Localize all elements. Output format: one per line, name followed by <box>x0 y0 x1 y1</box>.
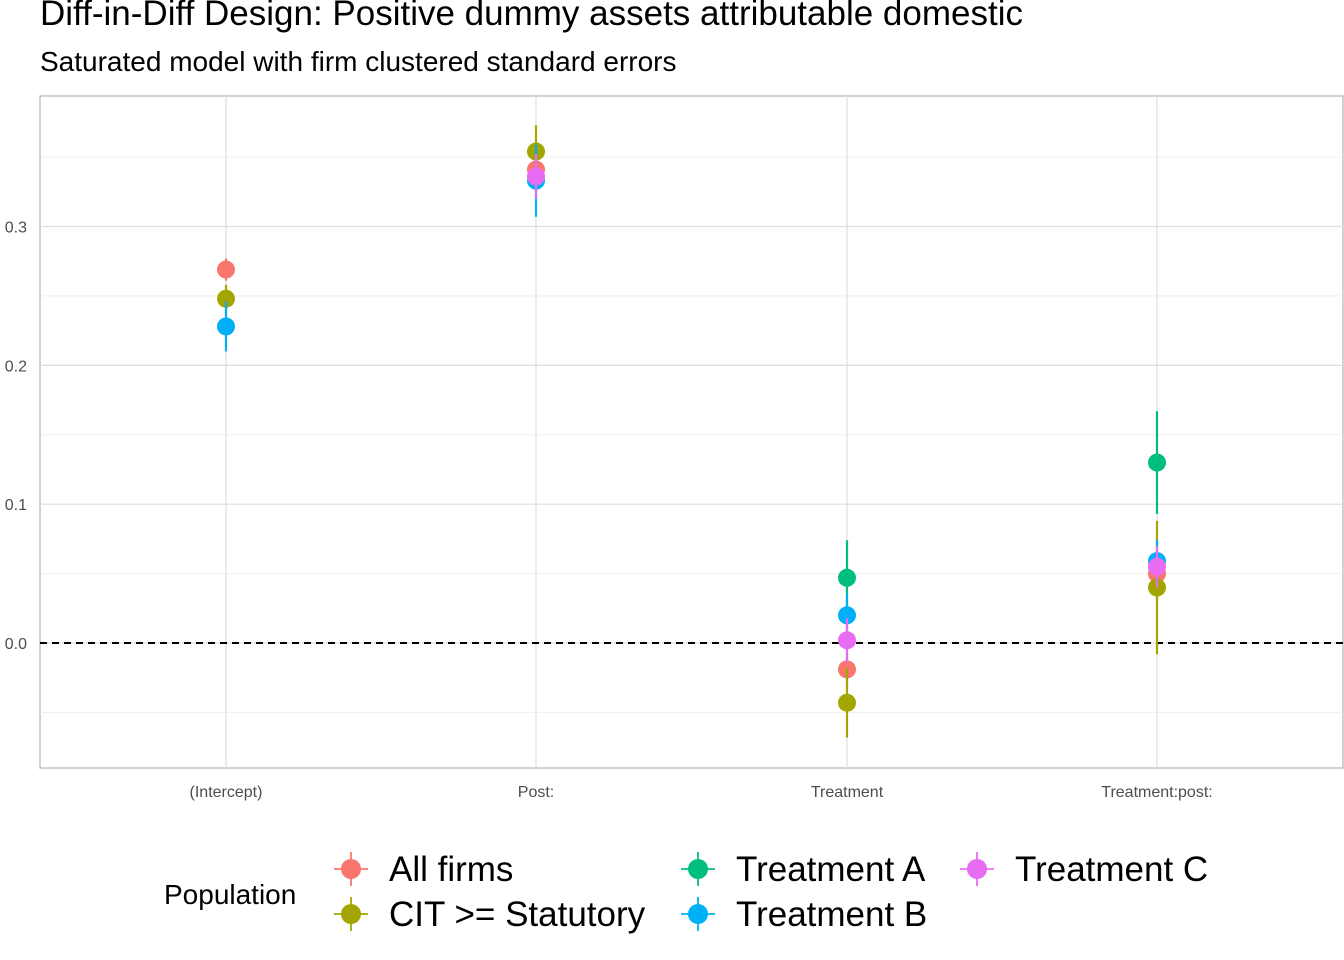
data-point <box>1148 453 1166 472</box>
legend-key-point <box>341 859 361 879</box>
y-tick-label: 0.3 <box>5 220 27 237</box>
legend-item: Treatment C <box>960 850 1208 889</box>
data-point <box>838 631 856 650</box>
x-tick-label: Post: <box>518 784 554 801</box>
chart-title: Diff-in-Diff Design: Positive dummy asse… <box>40 0 1023 33</box>
data-point <box>838 693 856 712</box>
data-point <box>838 568 856 587</box>
x-tick-label: (Intercept) <box>190 784 263 801</box>
y-tick-label: 0.2 <box>5 358 27 375</box>
legend-key-point <box>688 859 708 879</box>
data-point <box>1148 557 1166 576</box>
data-point <box>217 289 235 308</box>
legend: Population All firms CIT >= Statutory Treat… <box>164 850 1208 934</box>
chart-subtitle: Saturated model with firm clustered stan… <box>40 46 677 77</box>
panel-border <box>39 95 1344 769</box>
x-tick-label: Treatment:post: <box>1101 784 1212 801</box>
legend-title: Population <box>164 879 296 910</box>
data-point <box>217 260 235 279</box>
y-tick-label: 0.0 <box>5 636 27 653</box>
legend-label: All firms <box>389 850 513 889</box>
axis-labels: 0.0 0.1 0.2 0.3 (Intercept) Post: Treatment Tre… <box>5 220 1213 801</box>
x-tick-label: Treatment <box>811 784 884 801</box>
legend-item: Treatment B <box>681 895 927 934</box>
y-tick-label: 0.1 <box>5 497 27 514</box>
legend-key-point <box>967 859 987 879</box>
legend-label: Treatment C <box>1015 850 1208 889</box>
data-point <box>838 606 856 625</box>
legend-item: All firms <box>334 850 513 889</box>
legend-label: Treatment A <box>736 850 926 889</box>
legend-item: CIT >= Statutory <box>334 895 646 934</box>
data-marks <box>217 125 1166 738</box>
data-point <box>217 317 235 336</box>
legend-label: Treatment B <box>736 895 927 934</box>
legend-label: CIT >= Statutory <box>389 895 646 934</box>
legend-key-point <box>688 904 708 924</box>
legend-item: Treatment A <box>681 850 926 889</box>
grid-lines <box>39 95 1344 769</box>
legend-key-point <box>341 904 361 924</box>
data-point <box>527 167 545 186</box>
